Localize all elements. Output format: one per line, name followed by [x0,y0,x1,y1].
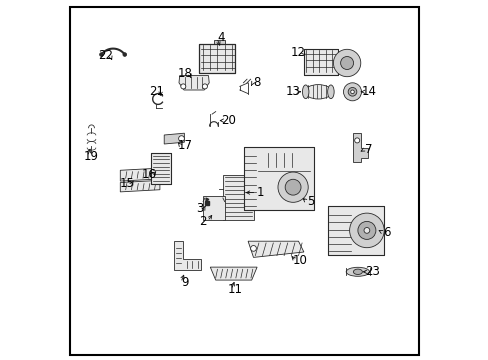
Circle shape [343,83,361,101]
Text: 9: 9 [181,276,188,289]
Text: 2: 2 [199,215,206,228]
Circle shape [285,179,301,195]
Text: 7: 7 [364,143,372,156]
Text: 23: 23 [364,265,379,278]
Circle shape [363,228,369,233]
Bar [151,153,170,184]
Polygon shape [174,241,201,270]
Bar [151,153,170,184]
Text: 6: 6 [382,226,389,239]
Text: 17: 17 [177,139,192,152]
Ellipse shape [304,85,331,99]
Polygon shape [179,76,209,90]
Text: 18: 18 [177,67,192,80]
Polygon shape [120,180,160,192]
Bar [327,206,383,255]
Circle shape [250,246,256,251]
Bar [327,206,383,255]
Text: 1: 1 [256,186,264,199]
Circle shape [350,90,354,94]
Ellipse shape [346,267,369,276]
Bar [303,49,337,75]
Polygon shape [352,133,367,162]
Circle shape [181,84,185,89]
Bar [303,49,337,75]
Text: 11: 11 [227,283,243,296]
Ellipse shape [327,85,333,99]
Text: 15: 15 [120,177,135,190]
Circle shape [277,172,307,202]
Bar [243,147,313,210]
Circle shape [349,213,384,248]
Bar [199,44,235,73]
Text: 10: 10 [292,255,307,267]
Circle shape [100,53,103,56]
Polygon shape [120,168,160,181]
Text: 8: 8 [253,76,260,89]
Text: 3: 3 [195,202,203,215]
Circle shape [178,136,184,141]
Text: 22: 22 [98,49,113,62]
Text: 14: 14 [361,85,375,98]
Bar [213,40,224,44]
Circle shape [357,221,375,239]
Ellipse shape [353,269,362,274]
Text: 16: 16 [142,168,156,181]
Text: 21: 21 [148,85,163,98]
Polygon shape [247,241,303,257]
Polygon shape [210,267,257,280]
Text: 13: 13 [285,85,300,98]
Circle shape [122,53,126,56]
Circle shape [347,87,356,96]
Text: 20: 20 [221,114,235,127]
Ellipse shape [302,85,308,99]
Text: 19: 19 [84,150,99,163]
Bar [243,147,313,210]
Bar [199,44,235,73]
Bar [203,196,224,220]
Circle shape [333,49,360,77]
Polygon shape [164,133,184,144]
Text: 12: 12 [290,46,305,59]
Text: 4: 4 [217,31,224,44]
Circle shape [354,138,359,143]
Text: 5: 5 [307,195,314,208]
Bar [223,175,253,220]
Circle shape [202,84,207,89]
Circle shape [340,57,353,69]
